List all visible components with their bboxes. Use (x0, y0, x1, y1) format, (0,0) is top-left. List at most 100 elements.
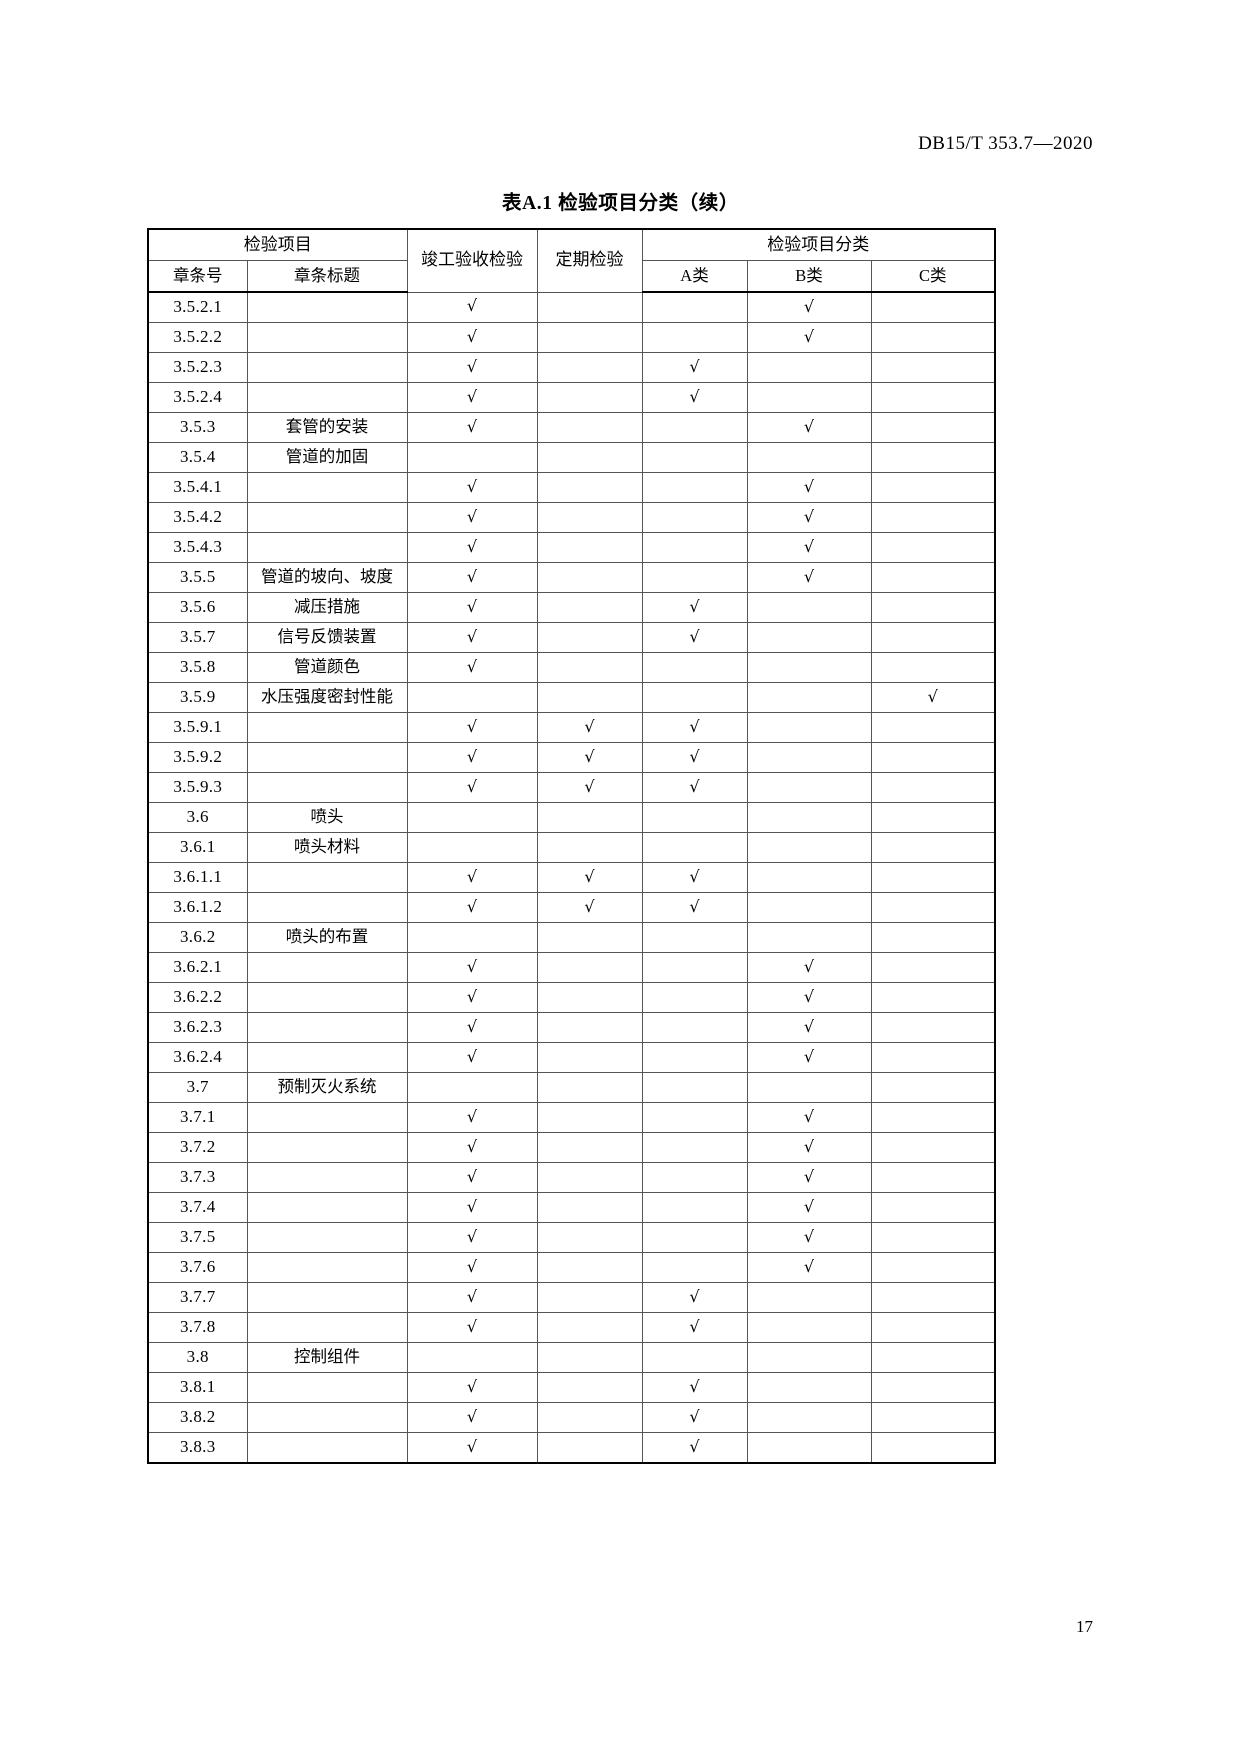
cell-class-a-mark: √ (641, 592, 748, 623)
cell-class-c-mark: √ (870, 682, 996, 713)
cell-class-a-mark (641, 922, 748, 953)
check-icon: √ (466, 476, 478, 496)
cell-acceptance-mark: √ (406, 862, 538, 893)
check-icon: √ (466, 1046, 478, 1066)
cell-class-a-mark: √ (641, 712, 748, 743)
cell-class-b-mark (746, 382, 872, 413)
header-clause-number: 章条号 (147, 260, 248, 293)
cell-clause-title (246, 1042, 408, 1073)
cell-clause-title: 喷头 (246, 802, 408, 833)
cell-class-a-mark (641, 532, 748, 563)
cell-periodic-mark (536, 1432, 643, 1464)
table-header-row-sub: 章条号 章条标题 A类 B类 C类 (147, 260, 996, 293)
cell-class-c-mark (870, 1162, 996, 1193)
page-header-standard-code: DB15/T 353.7—2020 (918, 133, 1093, 154)
check-icon: √ (466, 1376, 478, 1396)
check-icon: √ (927, 686, 938, 706)
cell-class-c-mark (870, 352, 996, 383)
cell-acceptance-mark: √ (406, 622, 538, 653)
cell-class-b-mark (746, 442, 872, 473)
cell-periodic-mark: √ (536, 742, 643, 773)
cell-class-c-mark (870, 1342, 996, 1373)
cell-clause-number: 3.5.2.1 (147, 291, 248, 323)
cell-periodic-mark: √ (536, 862, 643, 893)
cell-acceptance-mark: √ (406, 1312, 538, 1343)
table-row: 3.5.4.2 √ √ (147, 502, 996, 533)
check-icon: √ (803, 416, 815, 436)
cell-periodic-mark (536, 562, 643, 593)
table-caption: 表A.1 检验项目分类（续） (0, 186, 1241, 215)
cell-acceptance-mark: √ (406, 772, 538, 803)
cell-class-c-mark (870, 1132, 996, 1163)
cell-clause-title (246, 1162, 408, 1193)
cell-class-b-mark (746, 682, 872, 713)
cell-class-c-mark (870, 922, 996, 953)
table-row: 3.8.1 √ √ (147, 1372, 996, 1403)
cell-class-b-mark (746, 1432, 872, 1464)
check-icon: √ (466, 866, 478, 886)
cell-periodic-mark (536, 682, 643, 713)
cell-class-c-mark (870, 802, 996, 833)
cell-clause-number: 3.6.1.1 (147, 862, 248, 893)
cell-acceptance-mark: √ (406, 742, 538, 773)
cell-acceptance-mark: √ (406, 652, 538, 683)
table-row: 3.5.3 套管的安装 √ √ (147, 412, 996, 443)
table-row: 3.5.2.2 √ √ (147, 322, 996, 353)
check-icon: √ (466, 656, 478, 676)
table-row: 3.7 预制灭火系统 (147, 1072, 996, 1103)
cell-acceptance-mark: √ (406, 982, 538, 1013)
cell-class-a-mark (641, 1252, 748, 1283)
table-row: 3.7.5 √ √ (147, 1222, 996, 1253)
cell-class-b-mark: √ (746, 472, 872, 503)
table-row: 3.7.4 √ √ (147, 1192, 996, 1223)
cell-class-a-mark (641, 442, 748, 473)
cell-periodic-mark (536, 322, 643, 353)
cell-class-b-mark (746, 652, 872, 683)
cell-class-a-mark (641, 1222, 748, 1253)
cell-clause-title (246, 1132, 408, 1163)
table-row: 3.6.1.1 √ √ √ (147, 862, 996, 893)
cell-periodic-mark (536, 1222, 643, 1253)
table-head: 检验项目 竣工验收检验 定期检验 检验项目分类 章条号 章条标题 A类 B类 C… (147, 228, 996, 293)
cell-periodic-mark (536, 1402, 643, 1433)
cell-periodic-mark (536, 1342, 643, 1373)
cell-class-c-mark (870, 1252, 996, 1283)
cell-periodic-mark (536, 382, 643, 413)
table-row: 3.6.1.2 √ √ √ (147, 892, 996, 923)
check-icon: √ (803, 1106, 815, 1126)
cell-class-a-mark: √ (641, 1312, 748, 1343)
cell-class-a-mark: √ (641, 1402, 748, 1433)
cell-class-b-mark: √ (746, 532, 872, 563)
cell-clause-title: 管道颜色 (246, 652, 408, 683)
cell-class-b-mark (746, 1402, 872, 1433)
cell-class-c-mark (870, 1312, 996, 1343)
cell-class-a-mark (641, 1192, 748, 1223)
cell-class-b-mark (746, 1372, 872, 1403)
cell-periodic-mark (536, 1042, 643, 1073)
cell-periodic-mark (536, 1312, 643, 1343)
cell-clause-title: 预制灭火系统 (246, 1072, 408, 1103)
header-item-classification: 检验项目分类 (641, 228, 996, 261)
cell-acceptance-mark: √ (406, 1432, 538, 1464)
cell-class-c-mark (870, 1012, 996, 1043)
cell-class-a-mark (641, 1012, 748, 1043)
cell-class-c-mark (870, 712, 996, 743)
cell-class-b-mark: √ (746, 1132, 872, 1163)
cell-clause-number: 3.7.3 (147, 1162, 248, 1193)
cell-acceptance-mark: √ (406, 532, 538, 563)
check-icon: √ (803, 326, 815, 346)
cell-periodic-mark (536, 1162, 643, 1193)
cell-acceptance-mark (406, 1072, 538, 1103)
check-icon: √ (803, 1016, 815, 1036)
check-icon: √ (689, 716, 700, 736)
cell-class-b-mark (746, 622, 872, 653)
cell-class-b-mark (746, 742, 872, 773)
check-icon: √ (466, 356, 478, 376)
cell-clause-title (246, 502, 408, 533)
cell-clause-number: 3.6.2.4 (147, 1042, 248, 1073)
table-row: 3.6.2.1 √ √ (147, 952, 996, 983)
inspection-classification-table: 检验项目 竣工验收检验 定期检验 检验项目分类 章条号 章条标题 A类 B类 C… (147, 228, 996, 1464)
cell-clause-number: 3.5.3 (147, 412, 248, 443)
cell-class-b-mark: √ (746, 1102, 872, 1133)
cell-periodic-mark (536, 982, 643, 1013)
